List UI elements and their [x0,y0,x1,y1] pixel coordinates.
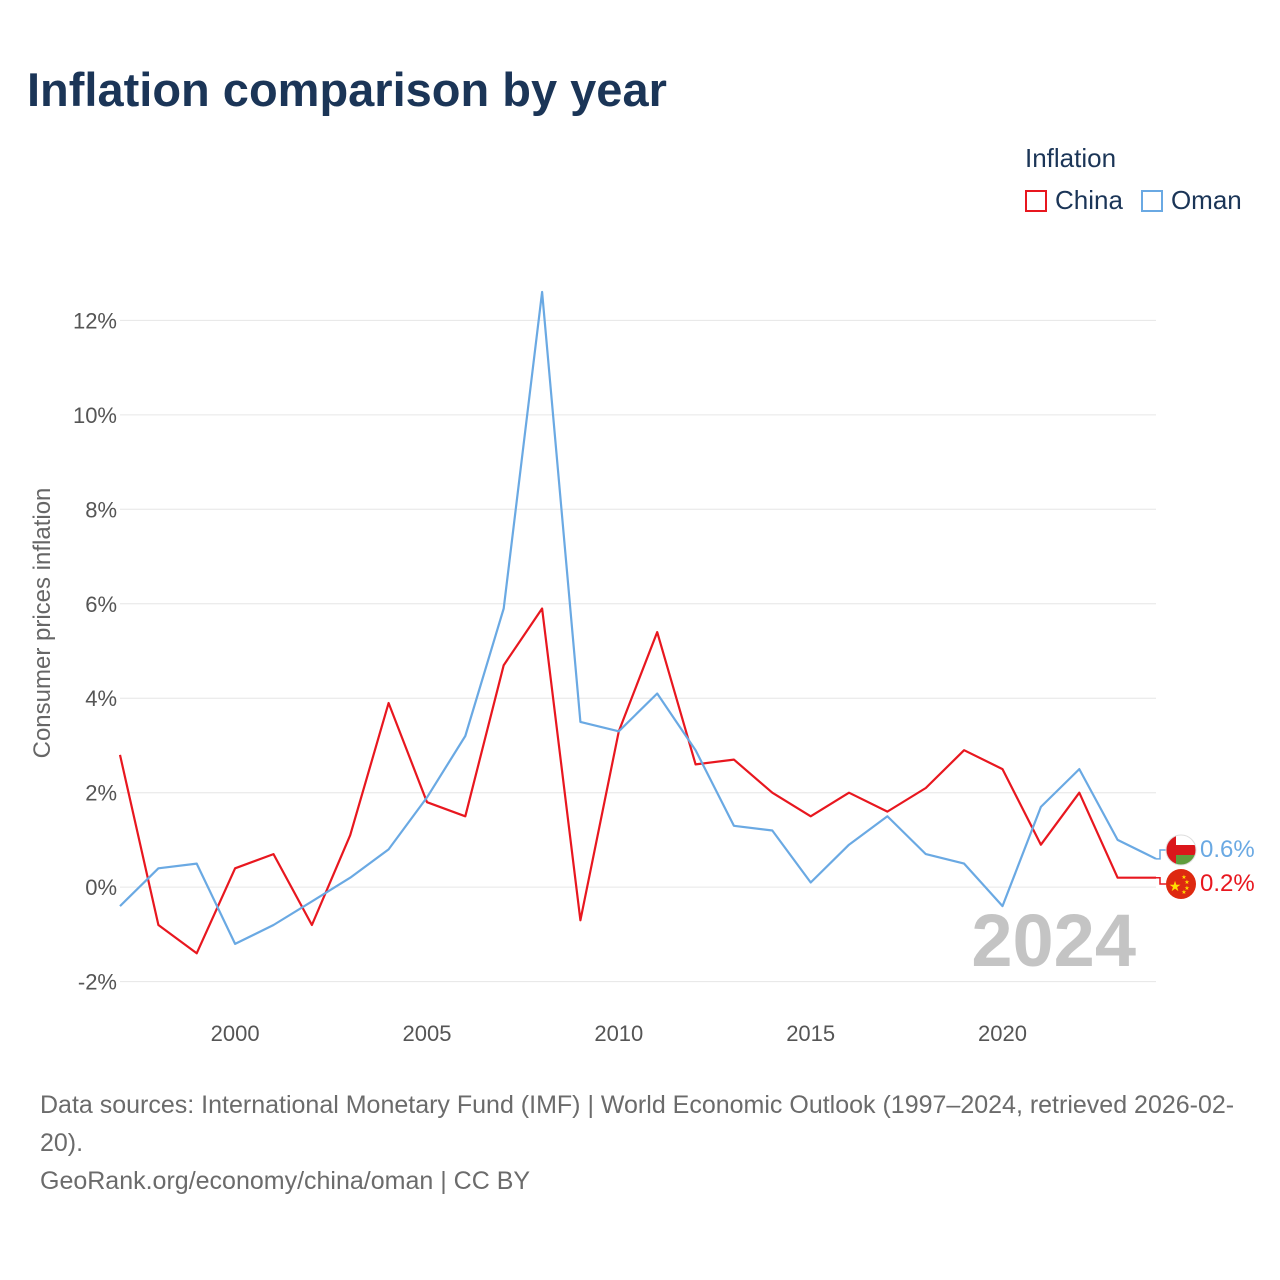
y-axis-ticks: -2% 0% 2% 4% 6% 8% 10% 12% [73,308,117,994]
y-tick-label: 2% [85,781,117,806]
legend-item-china[interactable]: China [1025,185,1123,216]
y-axis-title: Consumer prices inflation [29,488,56,759]
legend: China Oman [1025,185,1242,216]
svg-text:★: ★ [1181,874,1186,881]
line-chart: -2% 0% 2% 4% 6% 8% 10% 12% 2000 2005 2010 2015 2020… [29,290,1255,1046]
y-tick-label: -2% [78,970,117,995]
x-tick-label: 2010 [594,1021,643,1046]
y-tick-label: 10% [73,403,117,428]
legend-label-oman: Oman [1170,185,1242,215]
source-line: Data sources: International Monetary Fun… [40,1091,1235,1157]
svg-text:★: ★ [1184,885,1189,892]
y-tick-label: 4% [85,686,117,711]
y-tick-label: 8% [85,497,117,522]
china-end-connector [1156,876,1166,885]
svg-text:★: ★ [1181,889,1186,896]
x-tick-label: 2000 [211,1021,260,1046]
oman-end-label: 0.6% [1200,836,1255,863]
oman-end-connector [1156,849,1166,860]
china-flag-icon: ★ ★ ★ ★ ★ [1166,869,1196,899]
grid-lines [120,319,1156,983]
series-lines [118,290,1157,955]
data-source-note: Data sources: International Monetary Fun… [40,1086,1250,1200]
chart-title: Inflation comparison by year [27,63,667,116]
svg-text:★: ★ [1169,879,1182,895]
y-tick-label: 6% [85,592,117,617]
legend-swatch-china [1025,189,1047,212]
legend-label-china: China [1055,185,1123,215]
china-end-label: 0.2% [1200,870,1255,897]
x-axis-ticks: 2000 2005 2010 2015 2020 [211,1021,1027,1046]
x-tick-label: 2005 [402,1021,451,1046]
y-tick-label: 0% [85,875,117,900]
x-tick-label: 2015 [786,1021,835,1046]
series-line-oman[interactable] [119,290,1157,946]
series-line-china[interactable] [118,607,1156,955]
y-tick-label: 12% [73,308,117,333]
oman-flag-border [1165,834,1197,866]
legend-title: Inflation [1025,143,1117,173]
year-watermark: 2024 [971,899,1136,982]
oman-flag-icon [1166,835,1196,865]
svg-text:★: ★ [1184,879,1189,886]
legend-swatch-oman [1140,189,1163,212]
x-tick-label: 2020 [978,1021,1027,1046]
license-line[interactable]: GeoRank.org/economy/china/oman | CC BY [40,1167,531,1195]
legend-item-oman[interactable]: Oman [1140,185,1242,216]
